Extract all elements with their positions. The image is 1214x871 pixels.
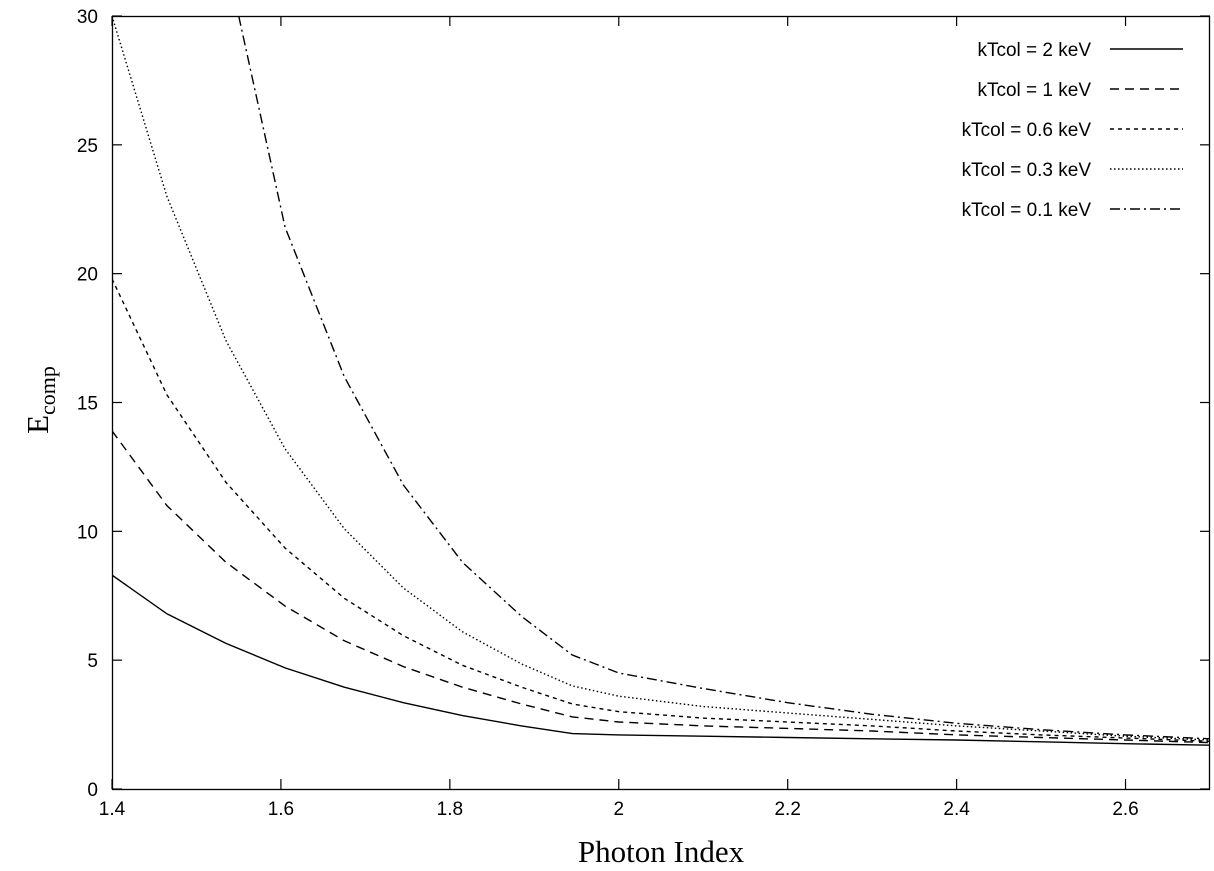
x-tick-label: 2.4 — [943, 799, 970, 820]
legend-label: kTcol = 1 keV — [977, 80, 1091, 101]
y-tick-label: 5 — [87, 651, 98, 672]
series-line — [112, 574, 1210, 746]
y-tick-labels: 0 5 10 15 20 25 30 — [77, 7, 98, 801]
legend-label: kTcol = 0.3 keV — [962, 160, 1092, 181]
y-axis-title-main: E — [20, 415, 55, 434]
x-tick-label: 2.2 — [774, 799, 800, 820]
y-axis-title-subscript: comp — [35, 366, 60, 415]
x-tick-label: 2.6 — [1112, 799, 1138, 820]
series-line — [112, 278, 1210, 742]
legend-label: kTcol = 0.1 keV — [962, 200, 1092, 221]
legend-label: kTcol = 2 keV — [977, 40, 1091, 61]
series-line — [238, 16, 1210, 740]
x-tick-labels: 1.4 1.6 1.8 2 2.2 2.4 2.6 — [99, 799, 1139, 820]
x-tick-label: 1.6 — [268, 799, 294, 820]
x-tick-label: 1.8 — [437, 799, 463, 820]
axis-ticks — [111, 15, 1210, 790]
x-tick-label: 1.4 — [99, 799, 126, 820]
series-lines — [112, 16, 1210, 746]
series-line — [112, 430, 1210, 744]
x-tick-label: 2 — [613, 799, 624, 820]
y-tick-label: 10 — [77, 522, 98, 543]
legend-label: kTcol = 0.6 keV — [962, 120, 1092, 141]
legend: kTcol = 2 keV kTcol = 1 keV kTcol = 0.6 ke… — [962, 40, 1183, 221]
x-axis-title: Photon Index — [578, 834, 745, 869]
y-tick-label: 30 — [77, 7, 98, 28]
y-tick-label: 25 — [77, 136, 98, 157]
y-tick-label: 20 — [77, 265, 98, 286]
y-axis-title: Ecomp — [20, 366, 60, 434]
y-tick-label: 0 — [87, 780, 98, 801]
y-tick-label: 15 — [77, 394, 98, 415]
